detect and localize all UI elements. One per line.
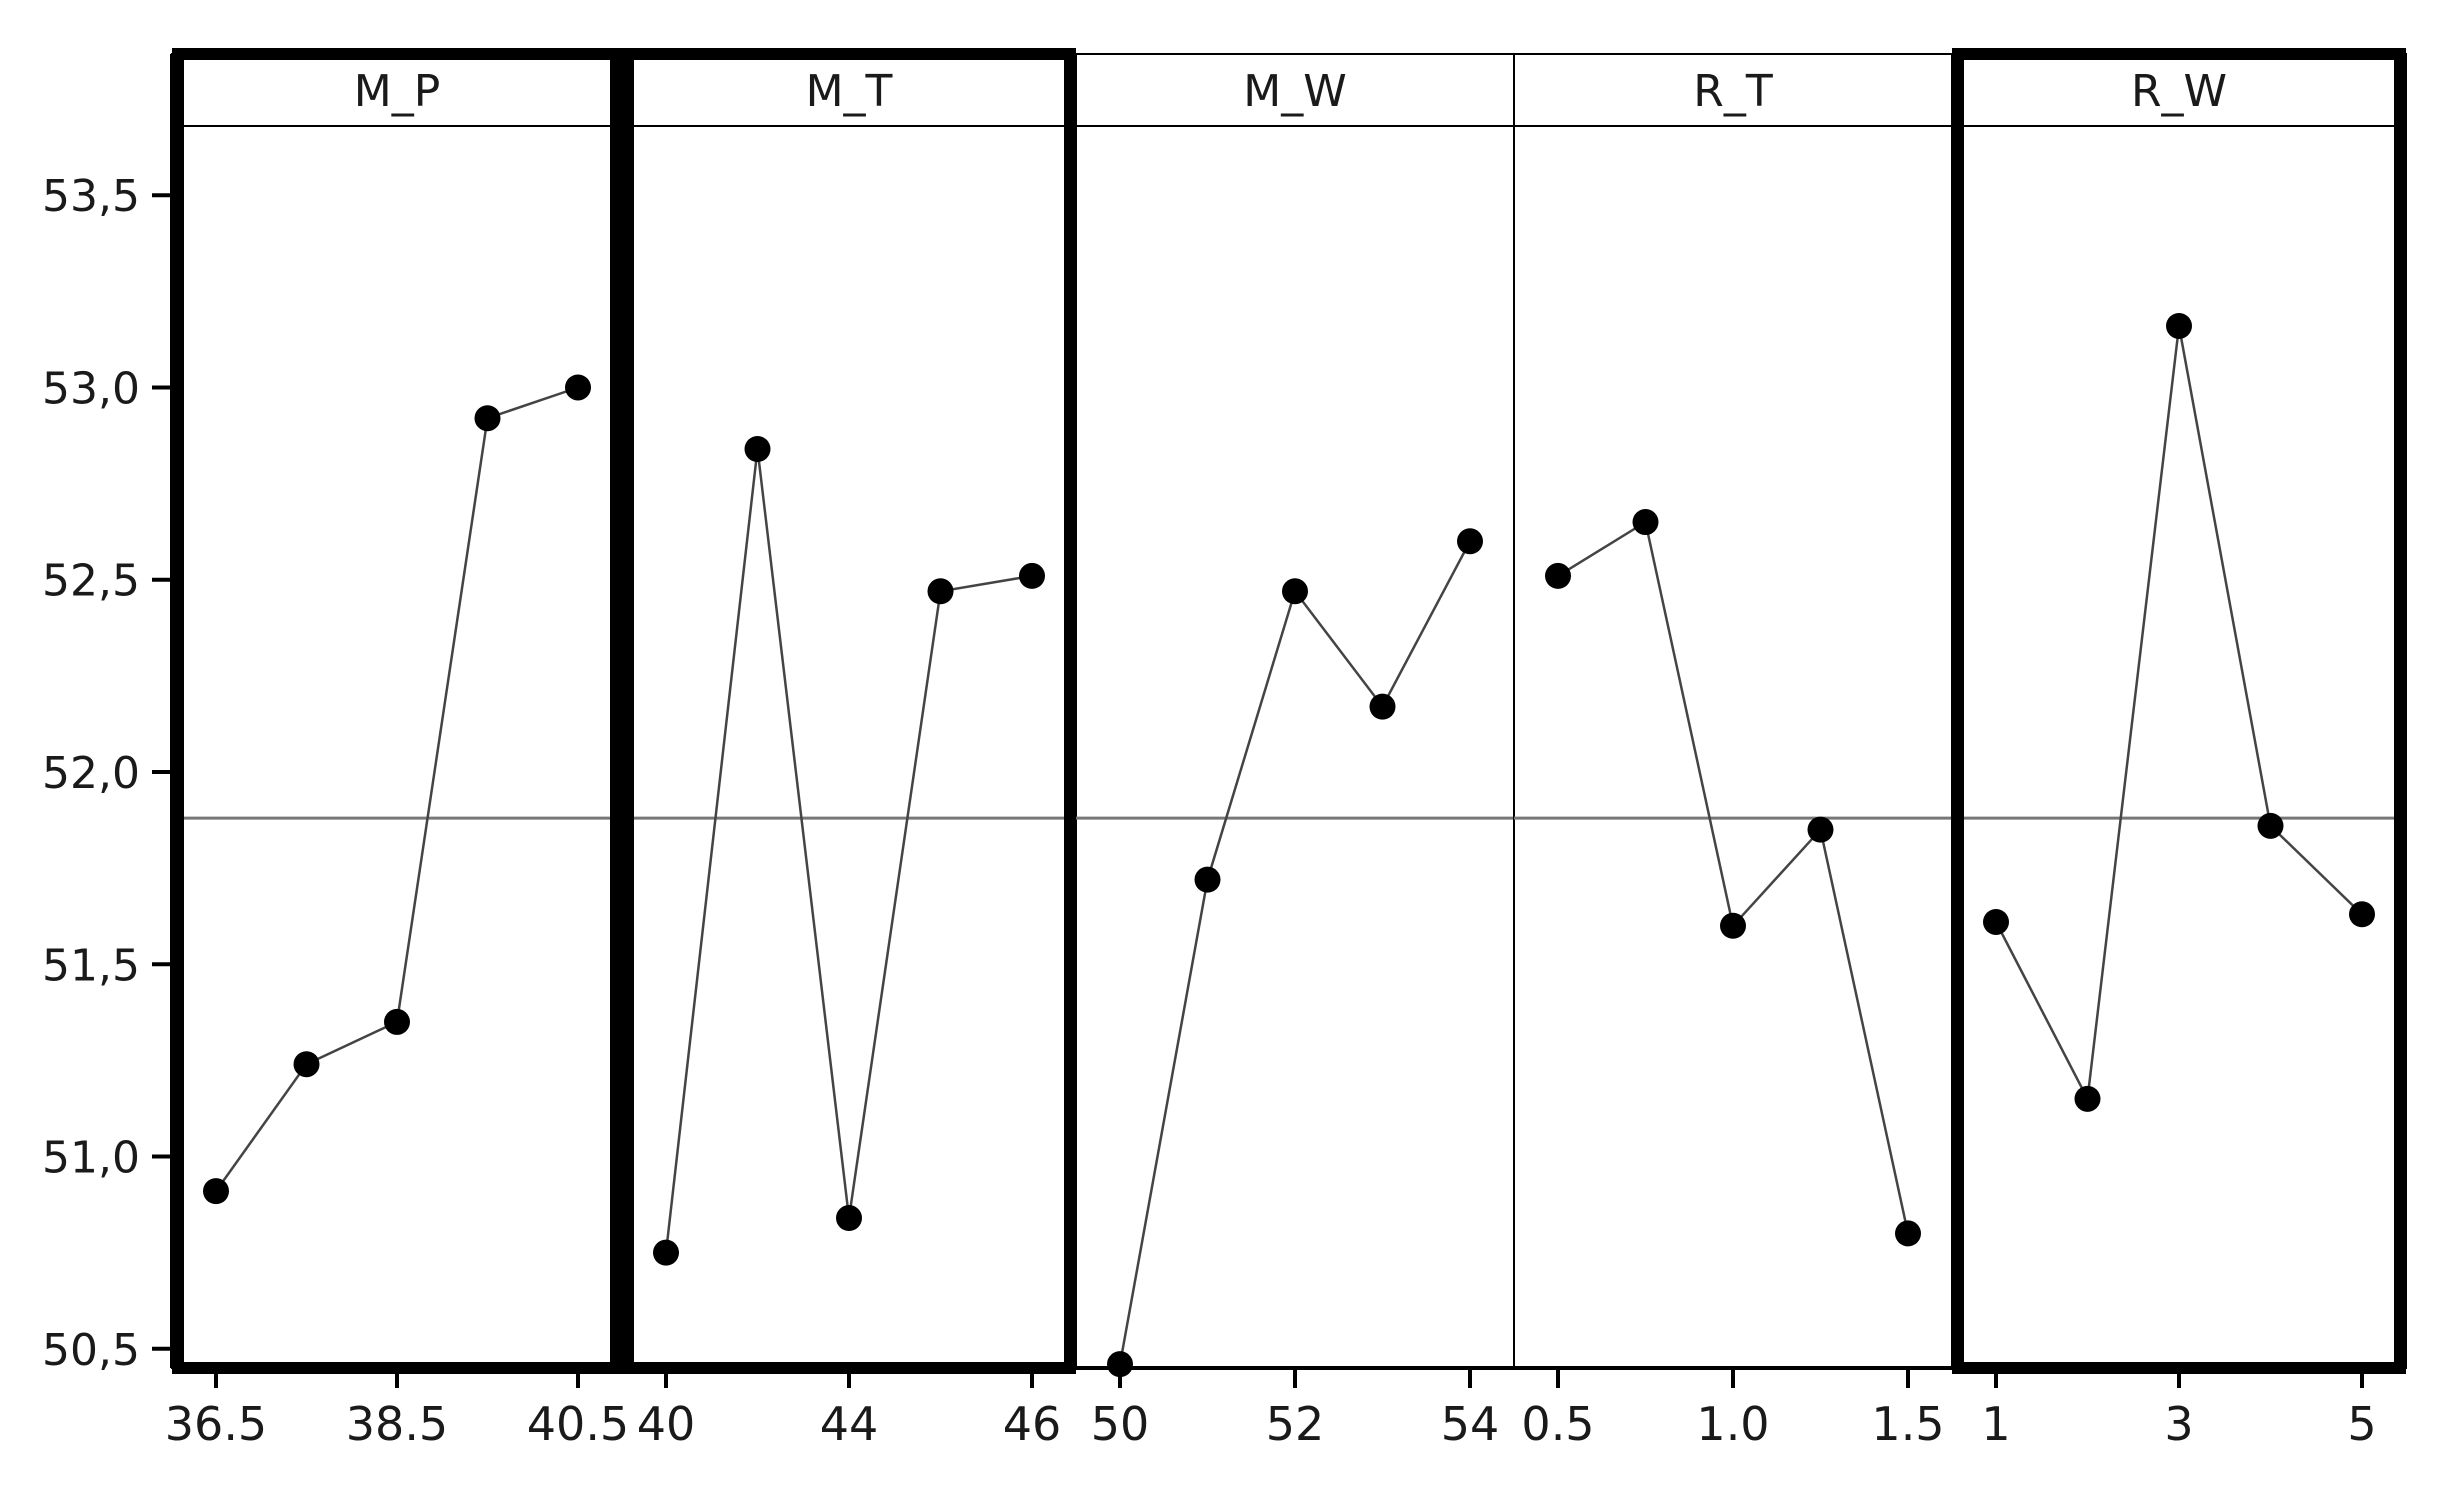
series-line: [1557, 520, 1910, 1234]
data-point: [2349, 901, 2375, 928]
data-point: [1632, 509, 1659, 536]
panel-frame: [621, 53, 1077, 1369]
data-point: [744, 435, 771, 462]
y-tick-label: 51,5: [42, 940, 140, 991]
data-point: [927, 578, 954, 605]
y-tick-label: 51,0: [42, 1133, 140, 1184]
data-point: [565, 374, 591, 401]
data-point: [2166, 312, 2192, 339]
x-tick-label: 50: [1091, 1397, 1150, 1451]
data-point: [2257, 812, 2284, 839]
panel-frame: [1951, 53, 2407, 1369]
panel-m-p: M_P: [171, 48, 623, 1374]
y-axis: 50,5 51,0 51,5 52,0 52,5 53,0 53,5: [42, 54, 174, 1376]
data-point: [1807, 816, 1834, 843]
data-point: [474, 405, 501, 432]
panel-highlight-frame: [172, 48, 622, 1374]
panel-title: M_P: [354, 66, 441, 117]
panel-frame: [1513, 53, 1953, 1369]
data-point: [1369, 693, 1396, 720]
x-tick-label: 40: [637, 1397, 696, 1451]
panel-frame: [1075, 53, 1515, 1369]
data-point: [1457, 528, 1483, 555]
data-point: [2074, 1085, 2101, 1112]
y-tick-label: 53,0: [42, 363, 140, 414]
x-tick-label: 36.5: [165, 1397, 267, 1451]
data-point: [1895, 1220, 1921, 1247]
panel-m-w: M_W: [1075, 53, 1515, 1378]
data-point: [653, 1239, 679, 1266]
series-line: [1994, 325, 2363, 1103]
series-line: [1118, 540, 1472, 1365]
x-tick-label: 52: [1266, 1397, 1325, 1451]
x-tick-label: 1.5: [1871, 1397, 1944, 1451]
y-tick-label: 50,5: [42, 1325, 140, 1376]
x-axis: 36.5 38.5 40.5 40 44 46 50 52 54 0.5 1.0 1.5 1 3 5: [165, 1366, 2406, 1451]
panel-highlight-frame: [622, 48, 1076, 1374]
data-point: [1019, 562, 1045, 589]
x-tick-label: 0.5: [1521, 1397, 1594, 1451]
x-tick-label: 38.5: [346, 1397, 448, 1451]
panel-highlight-frame: [1952, 48, 2406, 1374]
x-tick-label: 5: [2347, 1397, 2376, 1451]
panel-frame: [171, 53, 623, 1369]
x-tick-label: 3: [2164, 1397, 2193, 1451]
x-tick-label: 46: [1003, 1397, 1062, 1451]
data-point: [203, 1178, 229, 1205]
data-point: [1545, 562, 1571, 589]
data-point: [1194, 866, 1221, 893]
panel-title: M_T: [806, 66, 893, 117]
data-point: [293, 1051, 320, 1078]
panel-r-w: R_W: [1951, 48, 2407, 1374]
data-point: [1282, 578, 1308, 605]
panel-title: R_T: [1693, 66, 1773, 117]
panels: M_P M_T M_W R_T R_W: [171, 48, 2407, 1378]
y-tick-label: 53,5: [42, 171, 140, 222]
y-tick-label: 52,5: [42, 556, 140, 607]
panel-r-t: R_T: [1513, 53, 1953, 1369]
panel-title: R_W: [2131, 66, 2227, 117]
series-line: [664, 448, 1033, 1253]
x-tick-label: 40.5: [527, 1397, 629, 1451]
data-point: [384, 1008, 410, 1035]
series-line: [214, 386, 579, 1192]
x-tick-label: 1.0: [1696, 1397, 1769, 1451]
x-tick-label: 54: [1441, 1397, 1500, 1451]
x-tick-label: 1: [1981, 1397, 2010, 1451]
x-tick-label: 44: [820, 1397, 879, 1451]
data-point: [836, 1205, 862, 1232]
data-point: [1107, 1351, 1133, 1378]
panel-m-t: M_T: [621, 48, 1077, 1374]
data-point: [1720, 912, 1746, 939]
y-tick-label: 52,0: [42, 748, 140, 799]
data-point: [1983, 908, 2009, 935]
panel-title: M_W: [1243, 66, 1346, 117]
